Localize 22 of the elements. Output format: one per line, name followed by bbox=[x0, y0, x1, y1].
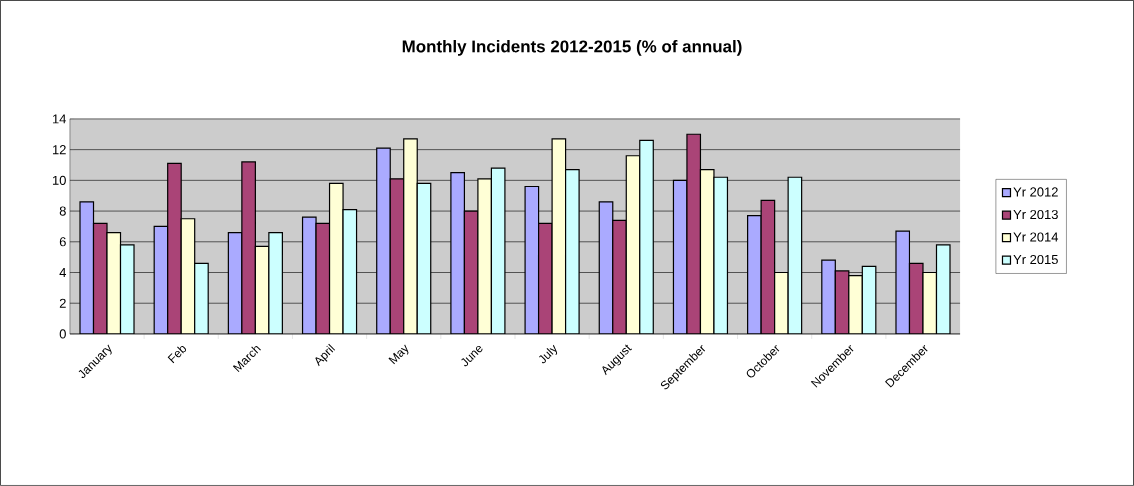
bar bbox=[376, 147, 391, 335]
y-tick-label: 4 bbox=[59, 268, 67, 278]
bar bbox=[612, 219, 627, 335]
y-tick-label: 2 bbox=[59, 298, 66, 308]
x-tick-label: May bbox=[388, 344, 409, 365]
x-tick-label: Feb bbox=[167, 346, 187, 364]
legend-label: Yr 2012 bbox=[1013, 187, 1058, 197]
legend-label: Yr 2015 bbox=[1013, 255, 1058, 265]
legend-label: Yr 2014 bbox=[1013, 232, 1059, 242]
y-tick-label: 12 bbox=[52, 145, 66, 155]
bar bbox=[167, 162, 182, 335]
bar bbox=[194, 262, 209, 335]
y-tick-label: 10 bbox=[52, 175, 66, 185]
bar bbox=[821, 259, 836, 335]
y-tick-label: 6 bbox=[59, 237, 66, 247]
y-tick-label: 0 bbox=[59, 329, 66, 339]
y-tick-label: 8 bbox=[59, 206, 66, 216]
x-tick-label: July bbox=[539, 344, 558, 364]
chart-title: Monthly Incidents 2012-2015 (% of annual) bbox=[402, 40, 742, 56]
y-tick-label: 14 bbox=[52, 114, 67, 124]
bar bbox=[639, 139, 654, 335]
legend-label: Yr 2013 bbox=[1013, 209, 1058, 220]
